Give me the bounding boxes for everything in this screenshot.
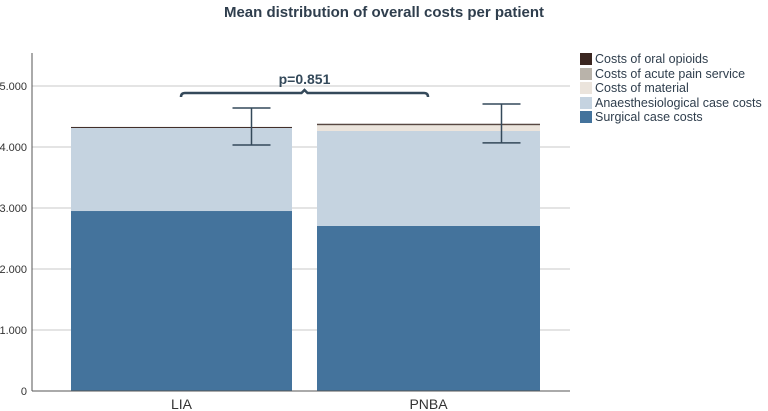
legend-item: Surgical case costs [580, 110, 762, 125]
bar-segment-costs-of-acute-pain-service [317, 124, 540, 126]
x-tick-label: PNBA [409, 396, 448, 411]
bar-segment-costs-of-oral-opioids [317, 123, 540, 125]
legend-swatch [580, 111, 592, 124]
legend-item: Costs of acute pain service [580, 67, 762, 82]
bar-segment-anaesthesiological-case-costs [71, 127, 292, 212]
legend-item: Anaesthesiological case costs [580, 96, 762, 111]
legend-swatch [580, 96, 592, 109]
legend-swatch [580, 53, 592, 66]
bar-segment-surgical-case-costs [71, 211, 292, 391]
legend-swatch [580, 82, 592, 95]
legend-label: Costs of oral opioids [595, 52, 709, 67]
chart-title: Mean distribution of overall costs per p… [223, 4, 545, 21]
legend: Costs of oral opioids Costs of acute pain… [580, 52, 762, 125]
y-tick-label: 1.000 [0, 325, 27, 337]
y-tick-label: 4.000 [0, 142, 27, 154]
legend-label: Costs of acute pain service [595, 66, 746, 81]
bar-segment-surgical-case-costs [317, 225, 540, 391]
x-tick-label: LIA [171, 396, 193, 411]
y-tick-label: 2.000 [0, 264, 27, 276]
bar-segment-costs-of-oral-opioids [71, 126, 292, 128]
y-tick-label: 3.000 [0, 203, 27, 215]
bar-segment-costs-of-material [317, 125, 540, 131]
legend-label: Anaesthesiological case costs [595, 95, 762, 110]
legend-label: Costs of material [595, 81, 689, 96]
significance-bracket [179, 88, 430, 98]
y-tick-label: 0 [21, 386, 27, 398]
y-tick-label: 5.000 [0, 81, 27, 93]
legend-item: Costs of material [580, 81, 762, 96]
legend-label: Surgical case costs [595, 110, 703, 125]
legend-item: Costs of oral opioids [580, 52, 762, 67]
bar-segment-anaesthesiological-case-costs [317, 130, 540, 226]
p-value-annotation: p=0.851 [279, 71, 331, 87]
legend-swatch [580, 67, 592, 80]
